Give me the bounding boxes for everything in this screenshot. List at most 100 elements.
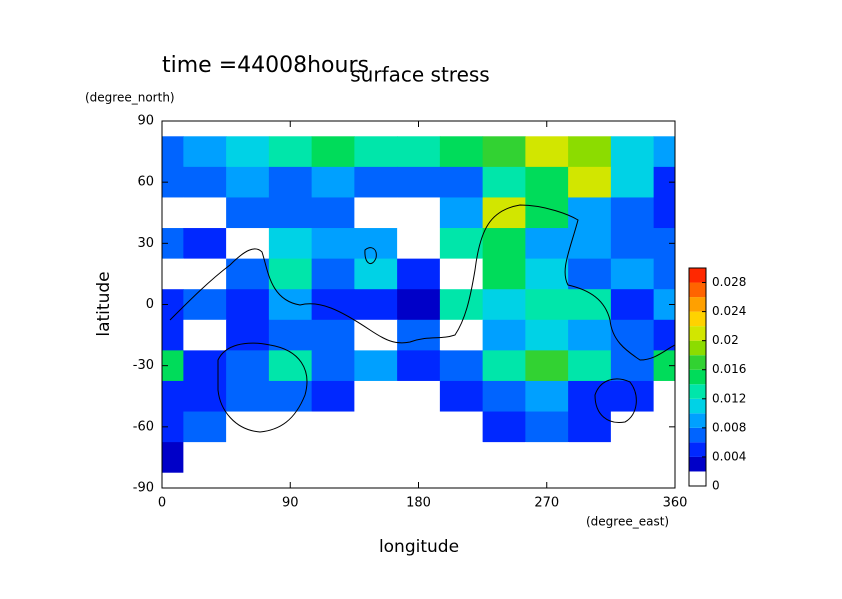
y-tick-label: 90 <box>137 114 154 129</box>
x-axis-label: longitude <box>379 537 459 557</box>
cell <box>268 228 313 260</box>
cell <box>525 166 569 198</box>
cell <box>482 197 526 229</box>
cell <box>653 228 675 260</box>
coastline <box>364 247 377 265</box>
colorbar-band <box>689 297 706 312</box>
cell <box>653 411 675 443</box>
cell <box>354 442 398 474</box>
x-tick-label: 360 <box>663 496 688 511</box>
cell <box>311 411 355 443</box>
cell <box>397 136 441 168</box>
cell <box>610 289 655 321</box>
cell <box>183 258 227 290</box>
colorbar-tick-label: 0 <box>712 479 720 493</box>
cell <box>311 258 355 290</box>
cell <box>525 472 569 488</box>
x-unit: (degree_east) <box>586 515 669 529</box>
cell <box>482 166 526 198</box>
coastlines <box>169 204 675 433</box>
cell <box>354 197 398 229</box>
cell <box>354 350 398 382</box>
colorbar-tick-label: 0.008 <box>712 420 746 434</box>
cell <box>226 411 270 443</box>
cell <box>525 228 569 260</box>
cell <box>268 411 313 443</box>
cell <box>482 472 526 488</box>
cell <box>311 136 355 168</box>
cell <box>268 442 313 474</box>
cell <box>226 472 270 488</box>
cell <box>226 289 270 321</box>
cell <box>482 319 526 351</box>
cell <box>226 350 270 382</box>
cell <box>653 136 675 168</box>
cell <box>397 319 441 351</box>
y-tick-label: -90 <box>133 481 154 496</box>
cell <box>397 380 441 413</box>
colorbar-band <box>689 326 706 341</box>
cell <box>354 289 398 321</box>
cell <box>268 380 313 413</box>
cell <box>162 350 184 382</box>
cell <box>568 380 612 413</box>
cell <box>653 258 675 290</box>
y-tick-label: -60 <box>133 419 154 434</box>
colorbar-band <box>689 268 706 283</box>
cell <box>610 228 655 260</box>
x-tick-label: 270 <box>534 496 559 511</box>
cell <box>226 319 270 351</box>
cell <box>653 121 675 137</box>
coastline <box>169 204 675 361</box>
cell <box>568 228 612 260</box>
cell <box>653 442 675 474</box>
colorbar-band <box>689 311 706 327</box>
cell <box>354 380 398 413</box>
cell <box>482 411 526 443</box>
cell <box>482 136 526 168</box>
cell <box>439 136 484 168</box>
cell <box>482 380 526 413</box>
cell <box>610 166 655 198</box>
cell <box>525 121 569 137</box>
cell <box>162 136 184 168</box>
cell <box>653 197 675 229</box>
cell <box>311 350 355 382</box>
colorbar-frame <box>688 267 707 487</box>
cell <box>311 380 355 413</box>
cell <box>439 442 484 474</box>
chart-title: surface stress <box>350 63 489 87</box>
cell <box>525 136 569 168</box>
cell <box>568 472 612 488</box>
cell <box>354 411 398 443</box>
cell <box>653 289 675 321</box>
colorbar-band <box>689 384 706 399</box>
cell <box>568 258 612 290</box>
y-tick-label: -30 <box>133 358 154 373</box>
colorbar-band <box>689 427 706 443</box>
cell <box>397 121 441 137</box>
y-tick-label: 30 <box>137 236 154 251</box>
cell <box>268 258 313 290</box>
colorbar-tick-label: 0.024 <box>712 304 746 318</box>
cell <box>183 319 227 351</box>
cell <box>183 350 227 382</box>
cell <box>354 121 398 137</box>
cell <box>311 197 355 229</box>
cell <box>525 258 569 290</box>
cell <box>610 411 655 443</box>
cell <box>525 319 569 351</box>
cell <box>439 228 484 260</box>
cell <box>610 197 655 229</box>
cell <box>610 121 655 137</box>
cell <box>162 121 184 137</box>
cell <box>397 289 441 321</box>
cell <box>183 121 227 137</box>
cell <box>268 289 313 321</box>
cell <box>226 380 270 413</box>
cell <box>568 197 612 229</box>
cell <box>183 472 227 488</box>
cell <box>183 197 227 229</box>
cell <box>183 136 227 168</box>
